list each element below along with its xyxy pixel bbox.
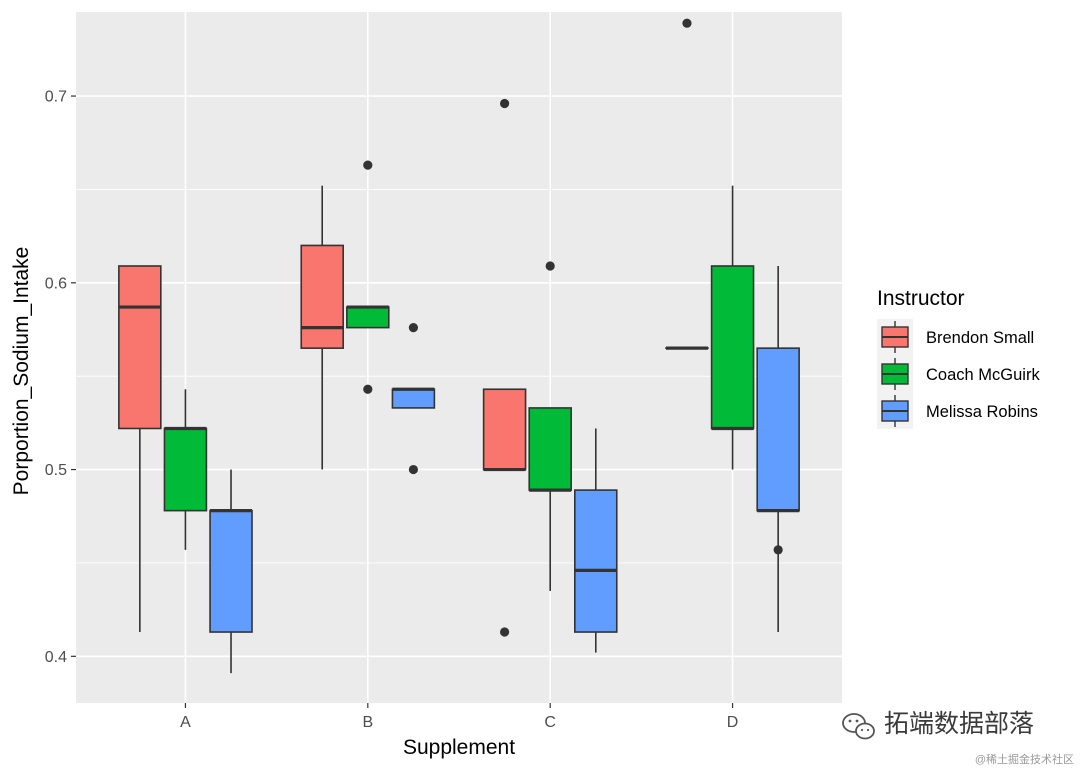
y-tick-label: 0.5: [45, 462, 67, 479]
boxes: [118, 18, 800, 674]
legend-label: Melissa Robins: [926, 403, 1038, 421]
outlier-point: [363, 160, 373, 170]
outlier-point: [363, 384, 373, 394]
outlier-point: [408, 464, 419, 475]
wechat-icon: [842, 713, 875, 740]
x-tick-label: A: [180, 714, 191, 731]
x-axis-ticks: A B C D: [180, 703, 738, 731]
x-tick-label: D: [727, 714, 739, 731]
box-C-melissa-robins: [574, 428, 618, 653]
y-tick-label: 0.7: [45, 89, 67, 106]
box-iqr: [163, 427, 208, 512]
watermark-subtext: @稀土掘金技术社区: [975, 752, 1074, 766]
y-axis-ticks: 0.4 0.5 0.6 0.7: [45, 89, 76, 666]
x-tick-label: C: [544, 714, 556, 731]
box-iqr: [710, 265, 755, 430]
outlier-point: [682, 18, 692, 28]
legend-item-coach-mcguirk: Coach McGuirk: [881, 358, 1040, 390]
box-D-coach-mcguirk: [710, 185, 755, 470]
legend-title: Instructor: [877, 287, 965, 310]
legend: Instructor Brendon Small Coach McGuirk Mel…: [877, 287, 1040, 429]
box-A-brendon-small: [118, 265, 162, 633]
y-tick-label: 0.6: [45, 275, 67, 292]
box-iqr: [482, 388, 527, 471]
box-B-coach-mcguirk: [346, 160, 390, 394]
box-iqr: [346, 306, 390, 329]
legend-label: Brendon Small: [926, 329, 1034, 347]
box-C-coach-mcguirk: [528, 261, 572, 591]
box-A-melissa-robins: [209, 469, 253, 674]
box-B-brendon-small: [300, 185, 344, 470]
y-tick-label: 0.4: [45, 649, 67, 666]
box-iqr: [528, 407, 572, 491]
outlier-point: [408, 323, 419, 333]
box-iqr: [574, 489, 618, 633]
outlier-point: [545, 261, 555, 271]
box-iqr: [756, 347, 800, 512]
outlier-point: [499, 98, 510, 109]
y-axis-title: Porportion_Sodium_Intake: [10, 247, 33, 496]
box-iqr: [209, 509, 253, 633]
outlier-point: [773, 545, 783, 555]
box-iqr: [118, 265, 162, 430]
legend-label: Coach McGuirk: [926, 366, 1040, 384]
box-D-brendon-small: [665, 18, 709, 350]
box-iqr: [391, 388, 436, 409]
legend-item-melissa-robins: Melissa Robins: [881, 395, 1038, 427]
watermark-text: 拓端数据部落: [884, 710, 1034, 738]
box-C-brendon-small: [482, 98, 527, 637]
legend-item-brendon-small: Brendon Small: [881, 321, 1034, 353]
box-A-coach-mcguirk: [163, 389, 208, 550]
legend-items: Brendon Small Coach McGuirk Melissa Robins: [877, 319, 1040, 429]
box-B-melissa-robins: [391, 323, 436, 475]
x-tick-label: B: [362, 714, 373, 731]
outlier-point: [499, 627, 510, 637]
box-D-melissa-robins: [756, 265, 800, 633]
box-iqr: [300, 244, 344, 349]
x-axis-title: Supplement: [403, 736, 515, 759]
watermark: 拓端数据部落 @稀土掘金技术社区: [842, 710, 1074, 766]
